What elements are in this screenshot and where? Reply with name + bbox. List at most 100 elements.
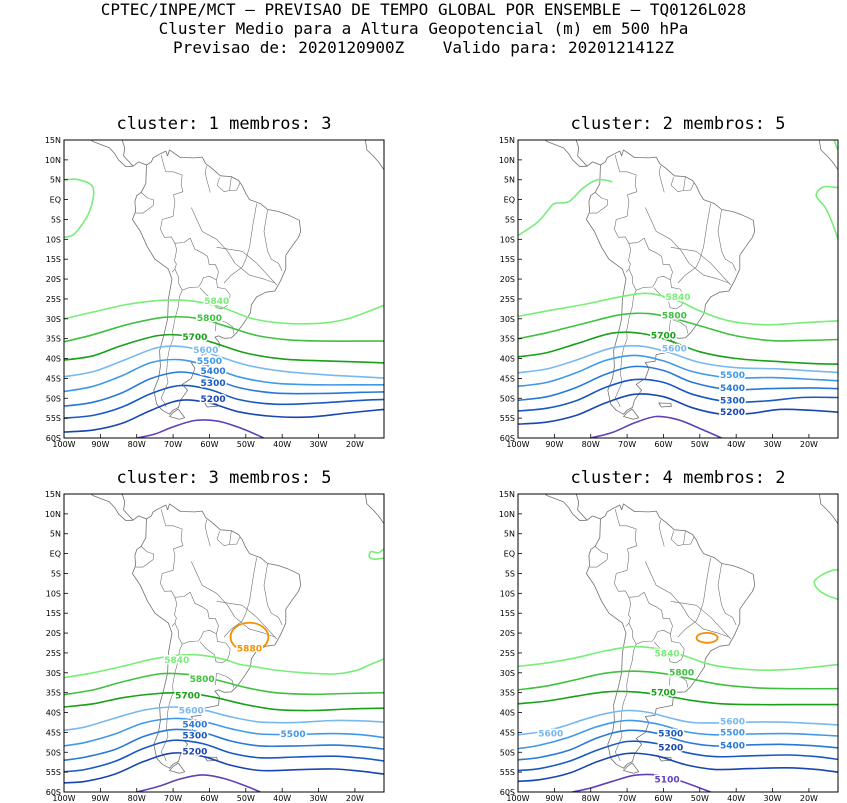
lat-label: 10N xyxy=(499,156,515,165)
country-border xyxy=(263,209,283,272)
lat-label: 45S xyxy=(500,728,515,737)
contour-line xyxy=(518,178,613,237)
lat-label: 60S xyxy=(46,434,61,443)
coastlines xyxy=(90,140,384,420)
lat-label: 10S xyxy=(46,589,61,598)
coastline xyxy=(132,149,302,415)
lon-label: 40W xyxy=(273,794,291,803)
lat-label: 15N xyxy=(499,136,515,145)
country-border xyxy=(636,630,671,645)
coastline xyxy=(169,762,186,774)
country-border xyxy=(614,216,631,273)
contour-label: 5880 xyxy=(237,645,262,655)
geopotential-contours xyxy=(64,548,384,792)
lat-label: 30S xyxy=(46,669,61,678)
lon-label: 90W xyxy=(545,440,563,449)
lat-label: 10N xyxy=(499,510,515,519)
lon-label: 20W xyxy=(800,794,818,803)
map-frame xyxy=(517,493,839,793)
country-border xyxy=(191,561,276,638)
contour-line xyxy=(518,292,838,326)
contour-line xyxy=(572,773,711,792)
contour-line xyxy=(64,752,384,784)
country-border xyxy=(160,570,177,627)
lat-label: 40S xyxy=(46,709,61,718)
coastline xyxy=(623,408,640,420)
lat-label: 15N xyxy=(45,136,61,145)
country-border xyxy=(589,192,609,214)
country-border xyxy=(683,530,695,545)
contour-label: 5800 xyxy=(662,312,687,322)
country-border xyxy=(645,561,730,638)
lon-label: 20W xyxy=(800,440,818,449)
country-border xyxy=(199,279,231,310)
country-border xyxy=(677,203,711,284)
country-border xyxy=(174,591,219,634)
contour-line xyxy=(518,344,838,374)
lat-label: 5S xyxy=(505,215,515,224)
lon-label: 50W xyxy=(691,440,709,449)
chart-title: CPTEC/INPE/MCT – PREVISAO DE TEMPO GLOBA… xyxy=(100,0,747,19)
lat-label: 25S xyxy=(46,295,61,304)
coastlines xyxy=(544,140,838,420)
country-border xyxy=(174,237,219,280)
panel-title: cluster: 3 membros: 5 xyxy=(117,468,332,488)
country-border xyxy=(614,570,631,627)
lat-label: 25S xyxy=(500,649,515,658)
contour-line xyxy=(518,393,838,425)
contour-line xyxy=(518,354,838,388)
chart-subtitle: Cluster Medio para a Altura Geopotencial… xyxy=(158,19,689,38)
contour-ring xyxy=(229,621,270,653)
contour-label: 5500 xyxy=(720,371,745,381)
contour-line xyxy=(518,752,838,783)
contour-line xyxy=(64,299,384,325)
country-border xyxy=(204,519,211,547)
lon-label: 80W xyxy=(582,440,600,449)
country-border xyxy=(670,177,684,192)
contour-line xyxy=(518,645,838,671)
geopotential-contours xyxy=(518,569,838,792)
contour-line xyxy=(518,729,838,761)
country-border xyxy=(135,192,155,214)
contour-label: 5500 xyxy=(197,357,222,367)
lat-label: 50S xyxy=(46,394,61,403)
country-border xyxy=(160,290,183,408)
coastline xyxy=(544,494,601,521)
contour-label: 5300 xyxy=(201,379,226,389)
contour-line xyxy=(368,548,384,561)
lon-label: 100W xyxy=(52,440,75,449)
lon-label: 90W xyxy=(91,440,109,449)
lat-label: 50S xyxy=(500,394,515,403)
contour-line xyxy=(518,709,838,736)
contour-line xyxy=(518,740,838,772)
map-panel-1: cluster: 1 membros: 3 5840 5800 5700 5600550… xyxy=(45,114,385,449)
lon-label: 90W xyxy=(545,794,563,803)
lon-label: 70W xyxy=(618,440,636,449)
lat-label: 10N xyxy=(45,510,61,519)
lon-label: 30W xyxy=(763,794,781,803)
lat-label: 5S xyxy=(51,215,61,224)
contour-label: 5600 xyxy=(179,707,204,717)
contour-line xyxy=(590,415,722,438)
country-border xyxy=(174,622,183,645)
country-border xyxy=(672,673,689,688)
contour-line xyxy=(64,178,95,239)
map-panel-2: cluster: 2 membros: 5 5840 5800 5700 5600 550… xyxy=(499,114,839,449)
axis-labels: 15N 10N 5N EQ 5S 10S 15S 20S 25S 30S 35S 40S 45S 50S 5… xyxy=(45,136,364,449)
lat-label: 55S xyxy=(500,768,515,777)
lon-label: 40W xyxy=(727,440,745,449)
lon-label: 100W xyxy=(506,440,529,449)
lat-label: 10N xyxy=(45,156,61,165)
lat-label: 5S xyxy=(51,569,61,578)
country-border xyxy=(589,546,609,568)
coastline xyxy=(169,408,186,420)
contour-label: 5800 xyxy=(669,668,694,678)
contour-label: 5600 xyxy=(193,346,218,356)
lat-label: EQ xyxy=(50,196,61,205)
lat-label: 20S xyxy=(500,275,515,284)
lat-label: 5N xyxy=(504,176,515,185)
contour-label: 5600 xyxy=(538,730,563,740)
